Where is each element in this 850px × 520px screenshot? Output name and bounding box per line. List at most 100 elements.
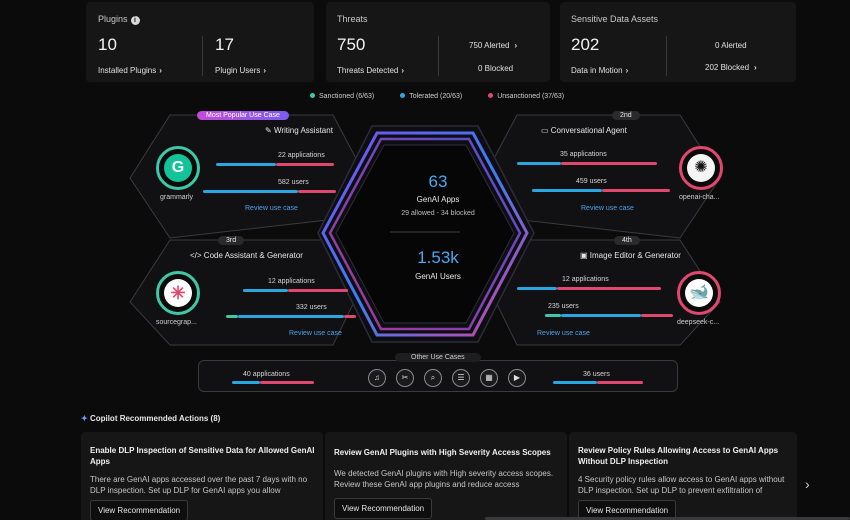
sourcegraph-name: sourcegrap... [156, 319, 197, 326]
info-icon[interactable]: i [130, 16, 140, 25]
divider [202, 36, 203, 76]
center-hex-core [335, 144, 515, 324]
legend-item-tolerated: Tolerated (20/63) [400, 93, 462, 100]
view-recommendation-button[interactable]: View Recommendation [334, 498, 433, 519]
writing-apps: 22 applications [278, 152, 325, 159]
deepseek-name: deepseek-c... [677, 319, 720, 326]
genai-users-label: GenAI Users [415, 272, 461, 281]
image-apps: 12 applications [562, 276, 609, 283]
data-in-motion-value: 202 [571, 35, 600, 54]
most-popular-badge: Most Popular Use Case [197, 111, 289, 120]
threats-blocked: 0 Blocked [478, 64, 514, 73]
other-apps: 40 applications [243, 371, 290, 378]
code-review-link[interactable]: Review use case [289, 330, 342, 337]
threats-title: Threats [337, 14, 368, 24]
plugins-card: Plugins i 10 Installed Plugins › 17 Plugin… [86, 2, 314, 82]
chevron-right-icon: › [401, 66, 405, 75]
rank-2nd-badge: 2nd [612, 111, 640, 120]
writing-users-bar-pink [298, 190, 336, 193]
genai-users-value[interactable]: 1.53k [417, 248, 459, 267]
writing-apps-bar-pink [276, 163, 334, 166]
recommendation-card: Enable DLP Inspection of Sensitive Data … [81, 432, 323, 520]
threats-detected-value: 750 [337, 35, 366, 54]
genai-apps-sub: 29 allowed - 34 blocked [401, 210, 475, 217]
writing-review-link[interactable]: Review use case [245, 205, 298, 212]
conversational-users-bar-pink [602, 189, 670, 192]
installed-plugins-link[interactable]: Installed Plugins › [98, 66, 162, 75]
chevron-right-icon: › [263, 66, 267, 75]
chat-icon: ▭ [541, 126, 551, 135]
openai-icon: ✺ [679, 146, 723, 190]
tools-icon[interactable]: ✂ [396, 369, 414, 387]
image-review-link[interactable]: Review use case [537, 330, 590, 337]
genai-apps-value[interactable]: 63 [428, 172, 448, 191]
threats-card: Threats 750 Threats Detected › 750 Alerte… [326, 2, 550, 82]
image-users-bar-blue [561, 314, 641, 317]
image-apps-bar-pink [557, 287, 661, 290]
threats-detected-link[interactable]: Threats Detected › [337, 66, 405, 75]
conversational-apps-bar-blue [517, 162, 561, 165]
recommendation-body: 4 Security policy rules allow access to … [578, 475, 785, 495]
rank-4th-badge: 4th [614, 236, 640, 245]
video-icon[interactable]: ▶ [508, 369, 526, 387]
calendar-icon[interactable]: ▦ [480, 369, 498, 387]
view-recommendation-button[interactable]: View Recommendation [90, 500, 189, 520]
conversational-apps-bar-pink [561, 162, 657, 165]
writing-users: 582 users [278, 179, 309, 186]
list-icon[interactable]: ☰ [452, 369, 470, 387]
copilot-heading: ✦ Copilot Recommended Actions (8) [81, 414, 221, 423]
recommendation-card: Review Policy Rules Allowing Access to G… [569, 432, 797, 520]
other-users-bar-blue [553, 381, 597, 384]
writing-users-bar-blue [203, 190, 298, 193]
code-users-bar-pink [344, 315, 356, 318]
other-apps-bar-blue [232, 381, 260, 384]
plugin-users-value: 17 [215, 35, 234, 54]
conversational-users-bar-blue [532, 189, 602, 192]
search-icon[interactable]: ⌕ [424, 369, 442, 387]
other-users: 36 users [583, 371, 610, 378]
view-recommendation-button[interactable]: View Recommendation [578, 500, 677, 520]
writing-apps-bar-blue [216, 163, 276, 166]
image-apps-bar-blue [517, 287, 557, 290]
code-apps-bar-pink [288, 289, 348, 292]
code-users-bar-teal [226, 315, 238, 318]
legend-item-unsanctioned: Unsanctioned (37/63) [488, 93, 564, 100]
conversational-title: ▭ Conversational Agent [541, 126, 627, 135]
other-users-bar-pink [597, 381, 643, 384]
code-apps: 12 applications [268, 278, 315, 285]
plugin-users-link[interactable]: Plugin Users › [215, 66, 267, 75]
recommendation-card: Review GenAI Plugins with High Severity … [325, 432, 567, 520]
conversational-review-link[interactable]: Review use case [581, 205, 634, 212]
installed-plugins-value: 10 [98, 35, 117, 54]
image-title: ▣ Image Editor & Generator [580, 251, 681, 260]
conversational-users: 459 users [576, 178, 607, 185]
divider [438, 36, 439, 76]
sanctioned-dot [310, 93, 315, 98]
center-hex-glow [321, 131, 529, 337]
sensitive-blocked-link[interactable]: 202 Blocked › [705, 63, 757, 72]
sourcegraph-icon: ✳ [156, 271, 200, 315]
data-in-motion-link[interactable]: Data in Motion › [571, 66, 629, 75]
threats-alerted-link[interactable]: 750 Alerted › [469, 41, 518, 50]
legend: Sanctioned (6/63) Tolerated (20/63) Unsa… [310, 93, 564, 100]
grammarly-icon: G [156, 146, 200, 190]
sparkle-icon: ✦ [81, 414, 90, 423]
music-icon[interactable]: ♫ [368, 369, 386, 387]
sensitive-alerted: 0 Alerted [715, 41, 747, 50]
chevron-right-icon[interactable]: › [805, 476, 810, 492]
code-users: 332 users [296, 304, 327, 311]
code-users-bar-blue [238, 315, 344, 318]
sensitive-title: Sensitive Data Assets [571, 14, 659, 24]
image-users: 235 users [548, 303, 579, 310]
sensitive-data-card: Sensitive Data Assets 202 Data in Motion… [560, 2, 796, 82]
other-use-cases-title: Other Use Cases [395, 353, 481, 362]
genai-apps-label: GenAI Apps [416, 195, 460, 204]
rank-3rd-badge: 3rd [218, 236, 245, 245]
deepseek-icon: 🐋 [677, 271, 721, 315]
unsanctioned-dot [488, 93, 494, 98]
code-title: </> Code Assistant & Generator [190, 251, 303, 260]
chevron-right-icon: › [754, 63, 757, 72]
horizontal-scrollbar[interactable] [485, 517, 850, 520]
legend-item-sanctioned: Sanctioned (6/63) [310, 93, 374, 100]
